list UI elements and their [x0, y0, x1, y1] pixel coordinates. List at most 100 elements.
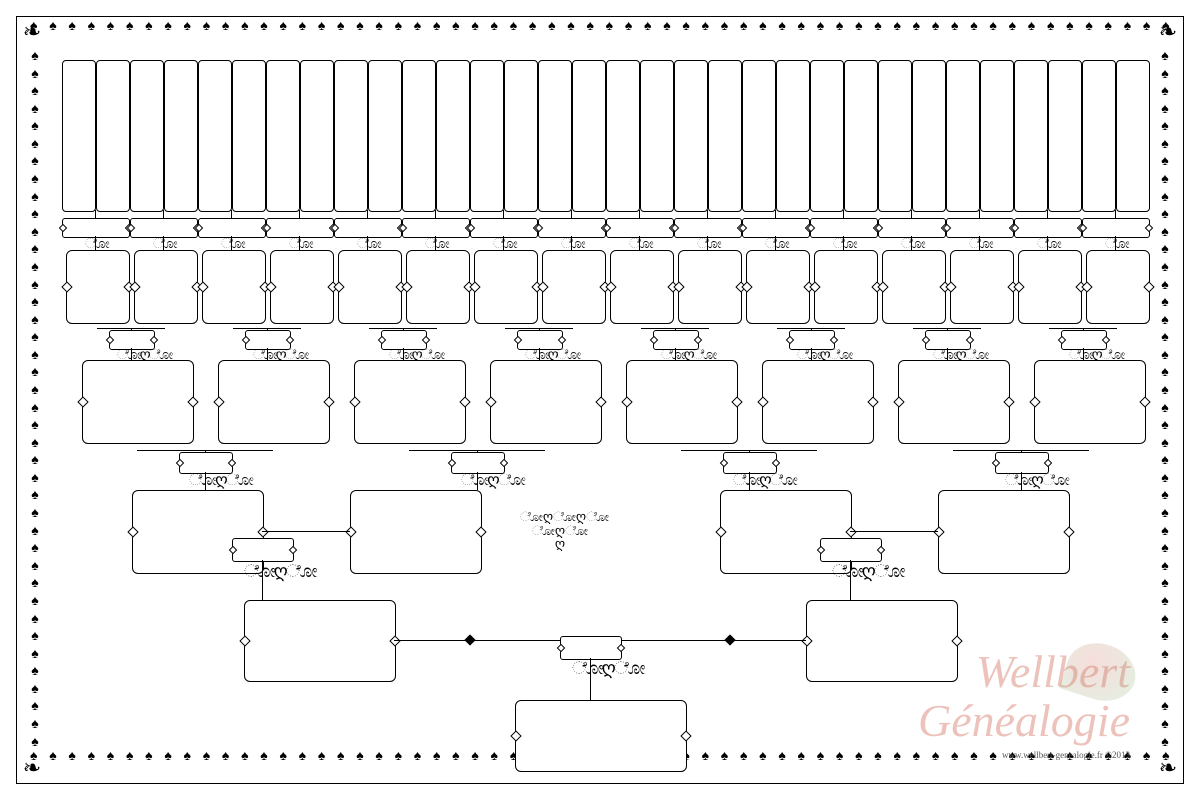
gen5-slot[interactable] [626, 360, 738, 444]
gen6-slot[interactable] [542, 250, 606, 324]
gen7-slot[interactable] [130, 60, 164, 212]
gen5-marriage-tab[interactable] [723, 452, 777, 474]
gen7-pair-tab[interactable] [266, 218, 334, 238]
gen7-slot[interactable] [912, 60, 946, 212]
gen7-slot[interactable] [266, 60, 300, 212]
gen7-pair-tab[interactable] [334, 218, 402, 238]
gen6-slot[interactable] [1086, 250, 1150, 324]
gen7-slot[interactable] [232, 60, 266, 212]
gen7-pair-tab[interactable] [606, 218, 674, 238]
gen5-slot[interactable] [1034, 360, 1146, 444]
gen5-slot[interactable] [354, 360, 466, 444]
gen6-marriage-tab[interactable] [925, 330, 971, 350]
gen7-slot[interactable] [62, 60, 96, 212]
gen6-slot[interactable] [678, 250, 742, 324]
gen6-slot[interactable] [610, 250, 674, 324]
connector [163, 210, 164, 218]
gen5-marriage-tab[interactable] [179, 452, 233, 474]
gen3-marriage-tab[interactable] [560, 636, 622, 660]
gen7-pair-tab[interactable] [1014, 218, 1082, 238]
gen5-slot[interactable] [218, 360, 330, 444]
border-motif: ♠ [1150, 226, 1180, 240]
gen7-slot[interactable] [1116, 60, 1150, 212]
gen7-slot[interactable] [504, 60, 538, 212]
gen7-slot[interactable] [538, 60, 572, 212]
gen7-pair-tab[interactable] [946, 218, 1014, 238]
gen6-slot[interactable] [202, 250, 266, 324]
gen7-slot[interactable] [436, 60, 470, 212]
gen7-slot[interactable] [572, 60, 606, 212]
border-motif: ♠ [20, 366, 50, 380]
gen6-marriage-tab[interactable] [653, 330, 699, 350]
gen7-pair-tab[interactable] [538, 218, 606, 238]
gen7-slot[interactable] [96, 60, 130, 212]
gen7-pair-tab[interactable] [130, 218, 198, 238]
gen7-slot[interactable] [776, 60, 810, 212]
gen7-slot[interactable] [1048, 60, 1082, 212]
gen6-slot[interactable] [950, 250, 1014, 324]
gen7-slot[interactable] [300, 60, 334, 212]
gen7-slot[interactable] [402, 60, 436, 212]
gen7-slot[interactable] [1082, 60, 1116, 212]
gen6-marriage-tab[interactable] [789, 330, 835, 350]
gen6-slot[interactable] [814, 250, 878, 324]
gen7-pair-tab[interactable] [62, 218, 130, 238]
gen7-slot[interactable] [1014, 60, 1048, 212]
border-motif: ♠ [20, 437, 50, 451]
gen4-marriage-tab[interactable] [820, 538, 882, 562]
gen6-slot[interactable] [270, 250, 334, 324]
gen7-pair-tab[interactable] [402, 218, 470, 238]
gen7-pair-tab[interactable] [878, 218, 946, 238]
gen7-pair-tab[interactable] [1082, 218, 1150, 238]
gen7-slot[interactable] [368, 60, 402, 212]
gen4-marriage-tab[interactable] [232, 538, 294, 562]
border-motif: ♠ [279, 20, 286, 50]
gen7-slot[interactable] [198, 60, 232, 212]
gen7-slot[interactable] [164, 60, 198, 212]
gen7-pair-tab[interactable] [198, 218, 266, 238]
gen6-marriage-tab[interactable] [1061, 330, 1107, 350]
gen6-marriage-tab[interactable] [109, 330, 155, 350]
gen7-slot[interactable] [844, 60, 878, 212]
gen5-slot[interactable] [82, 360, 194, 444]
gen7-slot[interactable] [640, 60, 674, 212]
gen5-marriage-tab[interactable] [451, 452, 505, 474]
gen5-marriage-tab[interactable] [995, 452, 1049, 474]
gen3-slot[interactable] [244, 600, 396, 682]
gen7-slot[interactable] [708, 60, 742, 212]
gen7-slot[interactable] [946, 60, 980, 212]
gen7-slot[interactable] [606, 60, 640, 212]
gen4-slot[interactable] [350, 490, 482, 574]
gen6-slot[interactable] [1018, 250, 1082, 324]
gen7-pair-tab[interactable] [742, 218, 810, 238]
gen7-pair-tab[interactable] [674, 218, 742, 238]
gen7-slot[interactable] [810, 60, 844, 212]
gen3-slot[interactable] [806, 600, 958, 682]
gen6-marriage-tab[interactable] [381, 330, 427, 350]
gen7-pair-tab[interactable] [470, 218, 538, 238]
gen6-slot[interactable] [134, 250, 198, 324]
gen7-slot[interactable] [334, 60, 368, 212]
gen4-slot[interactable] [938, 490, 1070, 574]
gen6-slot[interactable] [66, 250, 130, 324]
gen5-slot[interactable] [490, 360, 602, 444]
gen6-slot[interactable] [474, 250, 538, 324]
gen6-marriage-tab[interactable] [517, 330, 563, 350]
gen7-slot[interactable] [470, 60, 504, 212]
gen7-slot[interactable] [742, 60, 776, 212]
gen6-slot[interactable] [338, 250, 402, 324]
gen6-slot[interactable] [406, 250, 470, 324]
gen6-marriage-tab[interactable] [245, 330, 291, 350]
gen7-slot[interactable] [674, 60, 708, 212]
gen5-slot[interactable] [898, 360, 1010, 444]
border-motif: ♠ [88, 750, 95, 780]
border-motif: ♠ [20, 68, 50, 82]
gen7-pair-tab[interactable] [810, 218, 878, 238]
gen6-slot[interactable] [746, 250, 810, 324]
gen7-slot[interactable] [878, 60, 912, 212]
gen7-slot[interactable] [980, 60, 1014, 212]
root-slot[interactable] [515, 700, 687, 772]
gen6-slot[interactable] [882, 250, 946, 324]
gen5-slot[interactable] [762, 360, 874, 444]
ornament: ೋღೋ [244, 562, 315, 580]
